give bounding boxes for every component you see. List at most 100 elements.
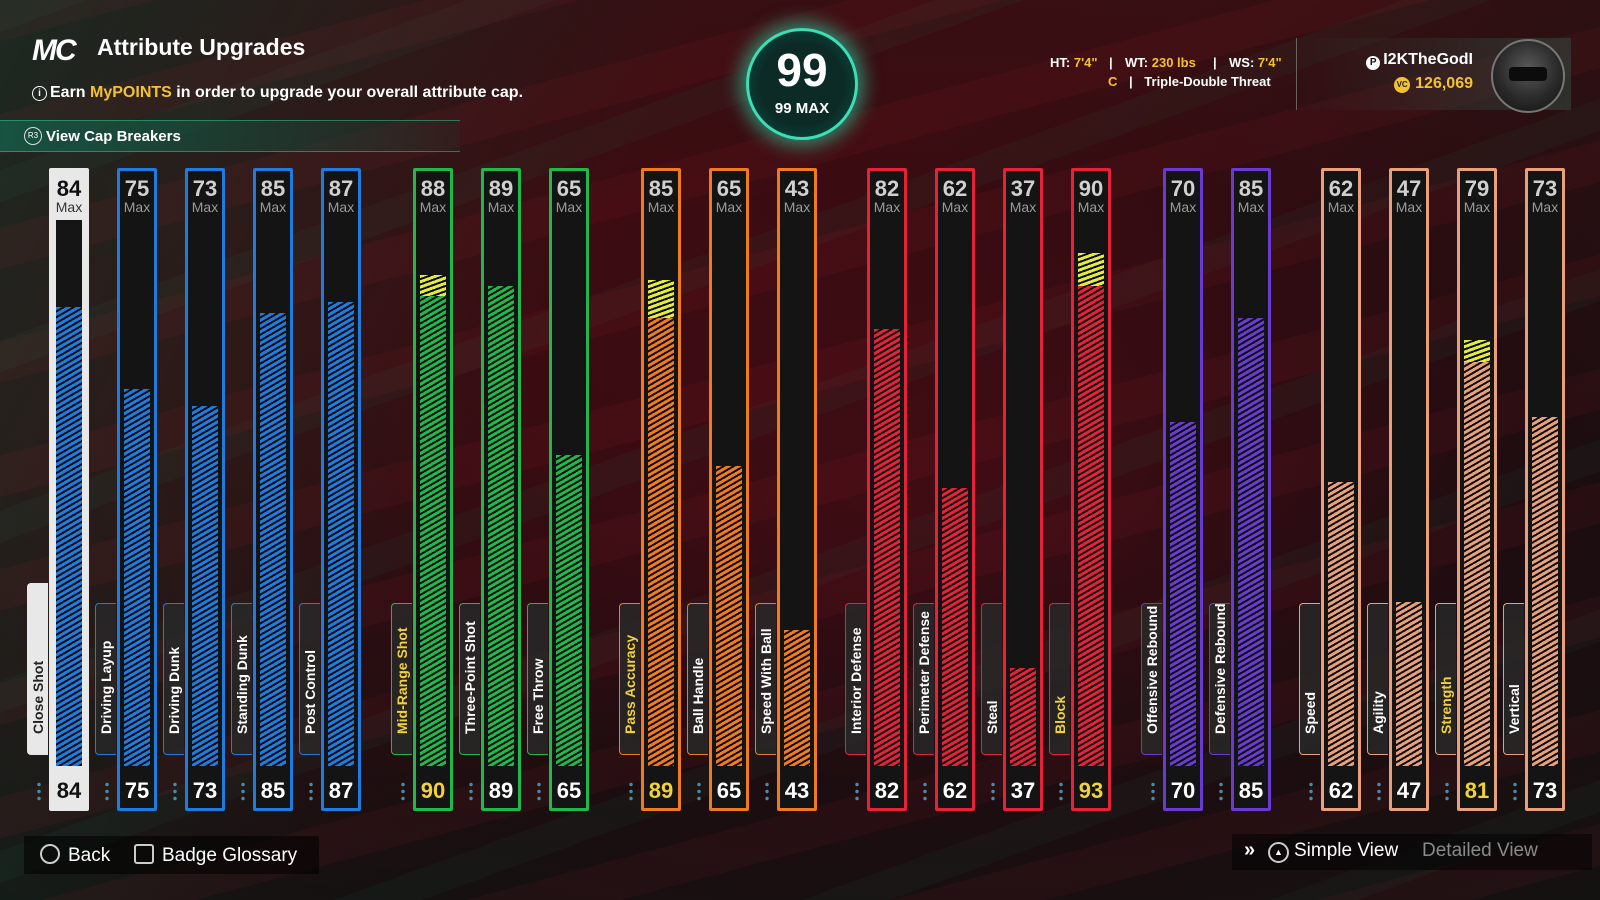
attribute-name-tab: Perimeter Defense (913, 603, 934, 755)
attribute-progress (260, 220, 286, 766)
attribute-fill (556, 454, 582, 766)
attribute-bar[interactable]: 85 Max 85 Defensive Rebound (1209, 168, 1271, 811)
attribute-max-label: Max (1327, 199, 1355, 215)
archetype-value: Triple-Double Threat (1144, 74, 1271, 89)
attribute-bar[interactable]: 90 Max 93 Block (1049, 168, 1111, 811)
attribute-max-value: 85 (1238, 176, 1264, 201)
attribute-bar[interactable]: 84 Max 84 Close Shot (27, 168, 89, 811)
attribute-name-tab: Defensive Rebound (1209, 603, 1230, 755)
attribute-max-label: Max (259, 199, 287, 215)
attribute-bar[interactable]: 85 Max 85 Standing Dunk (231, 168, 293, 811)
attribute-progress (556, 220, 582, 766)
attribute-max-value: 75 (124, 176, 150, 201)
attribute-fill (716, 465, 742, 766)
back-button[interactable]: Back (40, 844, 110, 867)
attribute-bar[interactable]: 47 Max 47 Agility (1367, 168, 1429, 811)
attribute-bar[interactable]: 43 Max 43 Speed With Ball (755, 168, 817, 811)
attribute-progress (1170, 220, 1196, 766)
attribute-progress (1078, 220, 1104, 766)
attribute-current-value: 93 (1078, 778, 1104, 803)
square-button-icon (134, 844, 154, 864)
dots-indicator-icon (1309, 781, 1313, 801)
dots-indicator-icon (37, 781, 41, 801)
double-chevron-icon: » (1244, 839, 1256, 861)
attribute-fill (124, 389, 150, 766)
attribute-fill (420, 296, 446, 766)
view-cap-breakers-button[interactable]: R3 View Cap Breakers (0, 120, 460, 152)
dots-indicator-icon (1377, 781, 1381, 801)
attribute-bar[interactable]: 79 Max 81 Strength (1435, 168, 1497, 811)
dots-indicator-icon (1513, 781, 1517, 801)
overall-rating-value: 99 (776, 44, 828, 96)
attribute-bar[interactable]: 73 Max 73 Vertical (1503, 168, 1565, 811)
attribute-name: Mid-Range Shot (394, 627, 410, 734)
attribute-name: Vertical (1506, 684, 1522, 734)
dots-indicator-icon (1151, 781, 1155, 801)
attribute-name-tab: Offensive Rebound (1141, 603, 1162, 755)
dots-indicator-icon (309, 781, 313, 801)
attribute-current-value: 62 (942, 778, 968, 803)
attribute-current-value: 85 (260, 778, 286, 803)
attribute-fill (260, 312, 286, 766)
earn-hint: i Earn MyPOINTS in order to upgrade your … (32, 84, 523, 102)
attribute-progress (784, 220, 810, 766)
attribute-name-tab: Three-Point Shot (459, 603, 480, 755)
attribute-name-tab: Post Control (299, 603, 320, 755)
attribute-bar[interactable]: 89 Max 89 Three-Point Shot (459, 168, 521, 811)
attribute-max-label: Max (1531, 199, 1559, 215)
attribute-name-tab: Mid-Range Shot (391, 603, 412, 755)
attribute-current-value: 73 (1532, 778, 1558, 803)
attribute-max-label: Max (1077, 199, 1105, 215)
attribute-bar[interactable]: 87 Max 87 Post Control (299, 168, 361, 811)
earn-prefix: Earn (50, 84, 86, 101)
attribute-name-tab: Agility (1367, 603, 1388, 755)
attribute-name-tab: Steal (981, 603, 1002, 755)
avatar-goggles (1509, 67, 1547, 81)
attribute-bar[interactable]: 82 Max 82 Interior Defense (845, 168, 907, 811)
attribute-progress (1010, 220, 1036, 766)
attribute-progress (1532, 220, 1558, 766)
attribute-progress (328, 220, 354, 766)
attribute-bar[interactable]: 62 Max 62 Speed (1299, 168, 1361, 811)
attribute-name: Strength (1438, 676, 1454, 734)
attribute-name: Perimeter Defense (916, 611, 932, 734)
dots-indicator-icon (1219, 781, 1223, 801)
attribute-progress (874, 220, 900, 766)
attribute-max-value: 37 (1010, 176, 1036, 201)
attribute-max-label: Max (55, 199, 83, 215)
attribute-bar[interactable]: 85 Max 89 Pass Accuracy (619, 168, 681, 811)
badge-glossary-button[interactable]: Badge Glossary (134, 844, 297, 867)
attribute-progress (1238, 220, 1264, 766)
attribute-bar[interactable]: 37 Max 37 Steal (981, 168, 1043, 811)
attribute-name-tab: Speed (1299, 603, 1320, 755)
attribute-current-value: 70 (1170, 778, 1196, 803)
overall-rating-badge: 99 99 MAX (746, 28, 858, 140)
attribute-max-label: Max (327, 199, 355, 215)
attribute-bar[interactable]: 73 Max 73 Driving Dunk (163, 168, 225, 811)
attribute-max-value: 89 (488, 176, 514, 201)
attribute-bar[interactable]: 88 Max 90 Mid-Range Shot (391, 168, 453, 811)
attribute-fill (942, 487, 968, 766)
attribute-max-value: 73 (192, 176, 218, 201)
attribute-current-value: 82 (874, 778, 900, 803)
r3-button-icon: R3 (24, 127, 42, 145)
attribute-name: Standing Dunk (234, 635, 250, 734)
simple-view-tab[interactable]: Simple View (1294, 840, 1399, 861)
attribute-fill (1328, 482, 1354, 766)
attribute-bar[interactable]: 62 Max 62 Perimeter Defense (913, 168, 975, 811)
overall-max-label: 99 MAX (774, 100, 830, 117)
attribute-bar[interactable]: 65 Max 65 Free Throw (527, 168, 589, 811)
attribute-name: Interior Defense (848, 627, 864, 734)
attribute-max-value: 65 (556, 176, 582, 201)
dots-indicator-icon (173, 781, 177, 801)
player-avatar (1491, 39, 1565, 113)
attribute-name-tab: Interior Defense (845, 603, 866, 755)
player-profile: P I2KTheGodI VC 126,069 (1296, 38, 1571, 113)
attribute-bar[interactable]: 70 Max 70 Offensive Rebound (1141, 168, 1203, 811)
detailed-view-tab[interactable]: Detailed View (1422, 840, 1538, 861)
earn-suffix: in order to upgrade your overall attribu… (176, 84, 524, 101)
attribute-bar[interactable]: 65 Max 65 Ball Handle (687, 168, 749, 811)
attribute-current-value: 75 (124, 778, 150, 803)
attribute-bar[interactable]: 75 Max 75 Driving Layup (95, 168, 157, 811)
psn-icon: P (1366, 56, 1381, 70)
